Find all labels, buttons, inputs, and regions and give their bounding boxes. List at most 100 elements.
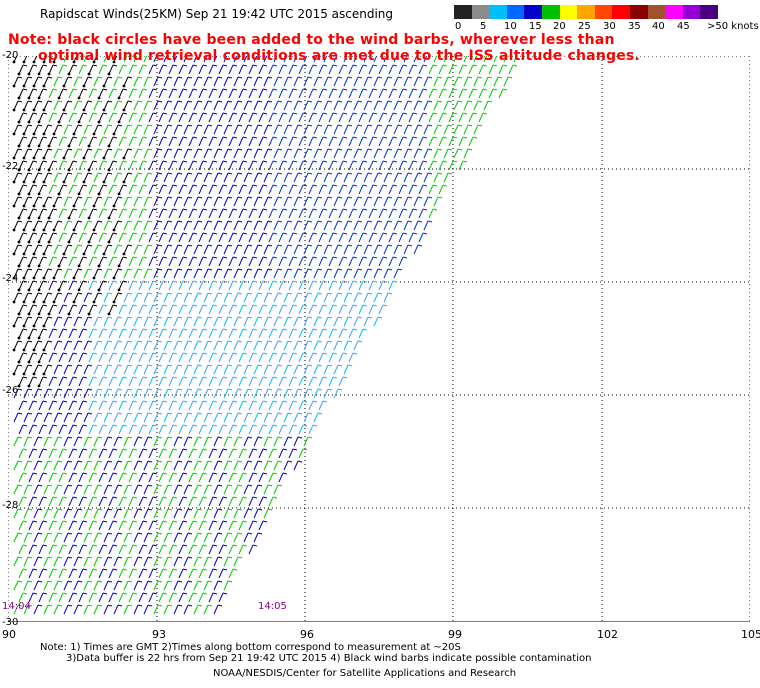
- wind-barb-flag: [127, 292, 133, 295]
- wind-barb: [13, 244, 19, 255]
- wind-barb-flag: [512, 64, 518, 67]
- wind-barb: [43, 100, 49, 111]
- wind-barb-flag: [57, 556, 63, 559]
- wind-barb: [348, 64, 354, 75]
- wind-barb: [83, 580, 89, 591]
- wind-barb-flag: [42, 160, 48, 163]
- contamination-circle: [107, 72, 111, 76]
- wind-barb: [138, 400, 144, 411]
- wind-barb: [338, 160, 344, 171]
- wind-barb: [298, 352, 304, 363]
- wind-barb: [23, 124, 29, 135]
- wind-barb: [208, 184, 214, 195]
- wind-barb: [168, 496, 174, 507]
- wind-barb: [283, 220, 289, 231]
- wind-barb-flag: [257, 148, 263, 151]
- wind-barb-flag: [342, 304, 348, 307]
- wind-barb-flag: [17, 148, 23, 151]
- wind-barb: [493, 56, 498, 63]
- wind-barb: [18, 64, 24, 75]
- wind-barb: [103, 292, 109, 303]
- wind-barb-flag: [217, 436, 223, 439]
- wind-barb: [53, 292, 59, 303]
- wind-barb: [118, 112, 124, 123]
- wind-barb-flag: [147, 604, 153, 607]
- wind-barb-flag: [172, 88, 178, 91]
- wind-barb-flag: [432, 112, 438, 115]
- wind-barb: [158, 592, 164, 603]
- wind-barb-flag: [22, 328, 28, 331]
- wind-barb: [233, 388, 239, 399]
- contamination-circle: [32, 84, 36, 88]
- wind-barb: [303, 124, 309, 135]
- wind-barb-flag: [212, 376, 218, 379]
- wind-barb: [103, 76, 109, 87]
- wind-barb-flag: [42, 592, 48, 595]
- contamination-circle: [97, 288, 101, 292]
- wind-barb: [78, 112, 84, 123]
- wind-barb: [148, 328, 154, 339]
- wind-barb: [48, 544, 54, 555]
- wind-barb: [228, 376, 234, 387]
- wind-barb: [143, 220, 149, 231]
- wind-barb: [33, 148, 39, 159]
- wind-barb-flag: [337, 196, 343, 199]
- wind-barb: [348, 184, 354, 195]
- wind-barb-flag: [207, 412, 213, 415]
- wind-barb-flag: [37, 76, 43, 79]
- wind-barb: [318, 256, 324, 267]
- wind-barb: [43, 124, 49, 135]
- wind-barb-flag: [37, 100, 43, 103]
- wind-barb-flag: [187, 148, 193, 151]
- wind-barb: [163, 172, 169, 183]
- wind-barb: [293, 340, 299, 351]
- wind-barb: [58, 184, 64, 195]
- wind-barb: [23, 56, 28, 63]
- contamination-circle: [22, 300, 26, 304]
- wind-barb-flag: [257, 484, 263, 487]
- wind-barb: [163, 412, 169, 423]
- wind-barb: [248, 472, 254, 483]
- wind-barb-flag: [257, 316, 263, 319]
- wind-barb: [333, 76, 339, 87]
- wind-barb-flag: [192, 160, 198, 163]
- wind-barb: [68, 256, 74, 267]
- contamination-circle: [37, 288, 41, 292]
- wind-barb-flag: [162, 184, 168, 187]
- wind-barb-flag: [407, 196, 413, 199]
- wind-barb-flag: [127, 484, 133, 487]
- wind-barb-flag: [217, 460, 223, 463]
- wind-barb: [253, 388, 259, 399]
- color-scale-label: >50 knots: [707, 21, 759, 32]
- wind-barb: [108, 472, 114, 483]
- wind-barb-flag: [322, 256, 328, 259]
- wind-barb: [223, 556, 229, 567]
- wind-barb-flag: [322, 88, 328, 91]
- wind-barb-flag: [197, 604, 203, 607]
- wind-barb-flag: [212, 496, 218, 499]
- wind-barb: [93, 244, 99, 255]
- wind-barb-flag: [167, 388, 173, 391]
- wind-barb-flag: [57, 604, 63, 607]
- wind-barb: [113, 244, 119, 255]
- wind-barb: [158, 304, 164, 315]
- wind-barb-flag: [62, 448, 68, 451]
- wind-barb-flag: [177, 604, 183, 607]
- wind-barb: [208, 160, 214, 171]
- wind-barb: [423, 148, 429, 159]
- wind-barb: [203, 196, 209, 207]
- wind-barb: [113, 412, 119, 423]
- wind-barb-flag: [172, 448, 178, 451]
- wind-barb: [213, 172, 219, 183]
- wind-barb: [333, 124, 339, 135]
- wind-barb: [68, 496, 74, 507]
- wind-barb: [208, 280, 214, 291]
- color-swatch: [682, 5, 701, 19]
- wind-barb: [83, 460, 89, 471]
- wind-barb: [263, 100, 269, 111]
- wind-barb-flag: [247, 124, 253, 127]
- wind-barb: [373, 244, 379, 255]
- wind-barb: [43, 172, 49, 183]
- wind-barb-flag: [182, 160, 188, 163]
- wind-barb-flag: [102, 592, 108, 595]
